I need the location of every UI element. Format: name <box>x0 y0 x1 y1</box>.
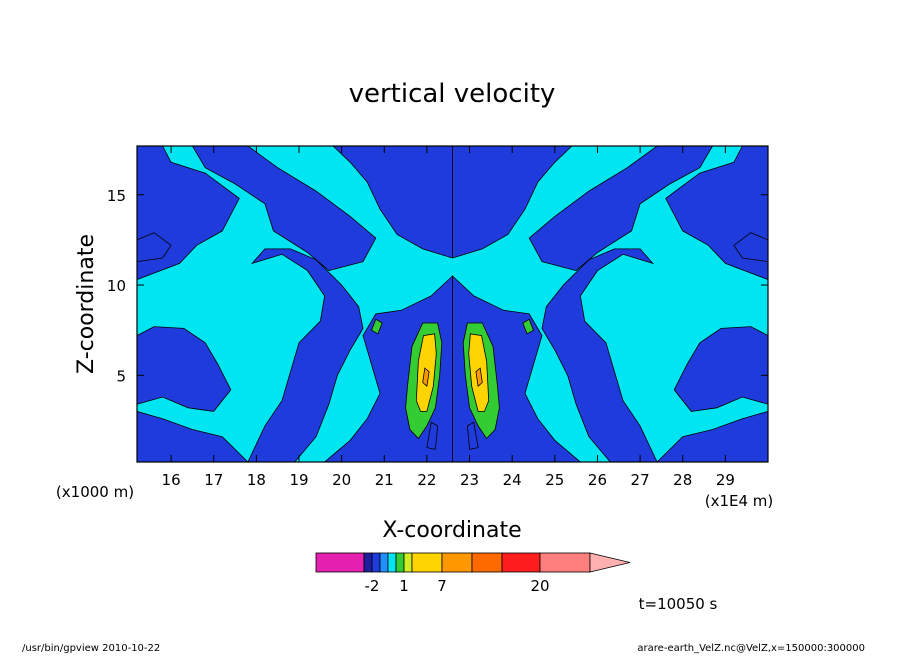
plot-frame <box>136 145 769 463</box>
y-tick-label: 10 <box>107 277 126 295</box>
x-axis-label: X-coordinate <box>382 518 521 543</box>
contour-region <box>475 367 483 387</box>
footer-right: arare-earth_VelZ.nc@VelZ,x=150000:300000 <box>637 643 865 654</box>
x-tick-label: 23 <box>460 471 479 489</box>
colorbar-segment <box>315 552 365 573</box>
colorbar-segment <box>411 552 443 573</box>
colorbar: -2 1 7 20 <box>315 552 631 595</box>
time-label: t=10050 s <box>639 595 718 613</box>
x-tick-label: 29 <box>716 471 735 489</box>
contour-region <box>137 326 232 412</box>
y-axis: 5 10 15 <box>107 187 768 385</box>
contour-fill <box>137 146 768 462</box>
colorbar-segment <box>371 552 381 573</box>
colorbar-segment <box>471 552 503 573</box>
x-tick-label: 26 <box>588 471 607 489</box>
contour-region <box>733 232 768 263</box>
y-axis-label: Z-coordinate <box>74 234 99 374</box>
contour-region <box>466 421 479 450</box>
colorbar-segment <box>501 552 541 573</box>
contour-region <box>673 326 768 412</box>
chart-title: vertical velocity <box>349 79 556 109</box>
x-unit-left: (x1000 m) <box>56 483 134 501</box>
contour-region <box>370 318 383 335</box>
x-tick-label: 18 <box>247 471 266 489</box>
colorbar-segment <box>539 552 591 573</box>
colorbar-segment <box>403 552 413 573</box>
colorbar-label: 7 <box>437 577 447 595</box>
colorbar-segment <box>379 552 389 573</box>
x-tick-label: 22 <box>417 471 436 489</box>
colorbar-label: 1 <box>399 577 409 595</box>
x-tick-label: 21 <box>375 471 394 489</box>
colorbar-segment <box>395 552 405 573</box>
x-tick-label: 16 <box>162 471 181 489</box>
colorbar-arrow <box>589 552 631 573</box>
contour-region <box>656 410 768 462</box>
x-tick-label: 27 <box>631 471 650 489</box>
colorbar-segment <box>387 552 397 573</box>
x-tick-label: 25 <box>545 471 564 489</box>
colorbar-label: 20 <box>530 577 549 595</box>
x-tick-label: 24 <box>503 471 522 489</box>
footer-left: /usr/bin/gpview 2010-10-22 <box>22 643 160 654</box>
x-tick-label: 28 <box>673 471 692 489</box>
colorbar-label: -2 <box>365 577 380 595</box>
x-tick-label: 20 <box>332 471 351 489</box>
contour-region <box>191 146 377 272</box>
contour-region <box>137 410 249 462</box>
colorbar-segment <box>363 552 373 573</box>
contour-region <box>541 248 658 462</box>
contour-region <box>522 318 535 335</box>
x-unit-right: (x1E4 m) <box>705 492 774 510</box>
contour-region <box>426 421 439 450</box>
y-tick-label: 5 <box>116 367 126 385</box>
contour-region <box>422 367 430 387</box>
x-tick-label: 19 <box>289 471 308 489</box>
contour-region <box>452 146 573 259</box>
contour-region <box>137 232 172 263</box>
plot-area <box>137 146 768 462</box>
contour-region <box>247 248 364 462</box>
y-tick-label: 15 <box>107 187 126 205</box>
colorbar-segment <box>441 552 473 573</box>
contour-region <box>528 146 714 272</box>
x-axis: 16 17 18 19 20 21 22 23 24 25 26 27 28 29 <box>162 146 735 489</box>
x-tick-label: 17 <box>204 471 223 489</box>
